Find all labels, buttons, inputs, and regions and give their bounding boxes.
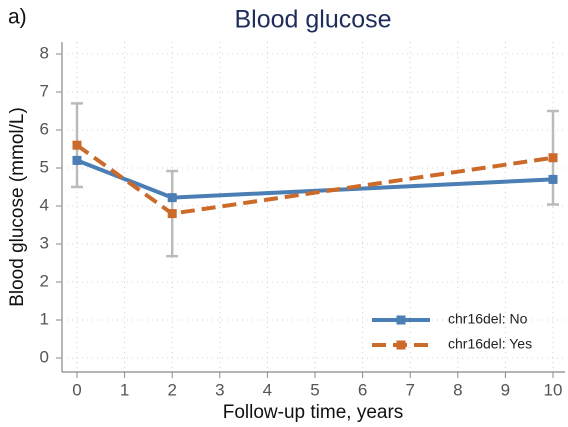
x-tick-label: 0 — [72, 380, 81, 399]
x-tick-label: 5 — [310, 380, 319, 399]
y-tick-label: 2 — [40, 271, 49, 290]
x-tick-label: 1 — [120, 380, 129, 399]
panel-label: a) — [8, 6, 27, 29]
marker — [72, 140, 82, 150]
y-tick-label: 8 — [40, 43, 49, 62]
y-tick-label: 6 — [40, 119, 49, 138]
series-line — [75, 143, 554, 216]
legend-label: chr16del: No — [448, 311, 528, 327]
y-tick-label: 1 — [40, 309, 49, 328]
marker — [167, 193, 177, 203]
y-tick-label: 7 — [40, 81, 49, 100]
y-tick-label: 3 — [40, 233, 49, 252]
x-tick-label: 9 — [501, 380, 510, 399]
marker — [548, 174, 558, 184]
x-axis-label: Follow-up time, years — [223, 402, 404, 423]
x-tick-label: 6 — [358, 380, 367, 399]
x-tick-label: 4 — [263, 380, 272, 399]
y-tick-label: 4 — [40, 195, 49, 214]
x-tick-label: 10 — [544, 380, 563, 399]
y-tick-label: 5 — [40, 157, 49, 176]
marker — [72, 155, 82, 165]
legend-marker — [396, 315, 406, 325]
y-axis-label: Blood glucose (mmol/L) — [7, 107, 28, 307]
marker — [548, 153, 558, 163]
y-tick-label: 0 — [40, 347, 49, 366]
chart-title: Blood glucose — [234, 6, 391, 34]
legend-label: chr16del: Yes — [448, 336, 532, 352]
x-tick-label: 3 — [215, 380, 224, 399]
x-tick-label: 7 — [405, 380, 414, 399]
x-tick-label: 2 — [167, 380, 176, 399]
marker — [167, 209, 177, 219]
x-tick-label: 8 — [453, 380, 462, 399]
legend-marker — [396, 340, 406, 350]
